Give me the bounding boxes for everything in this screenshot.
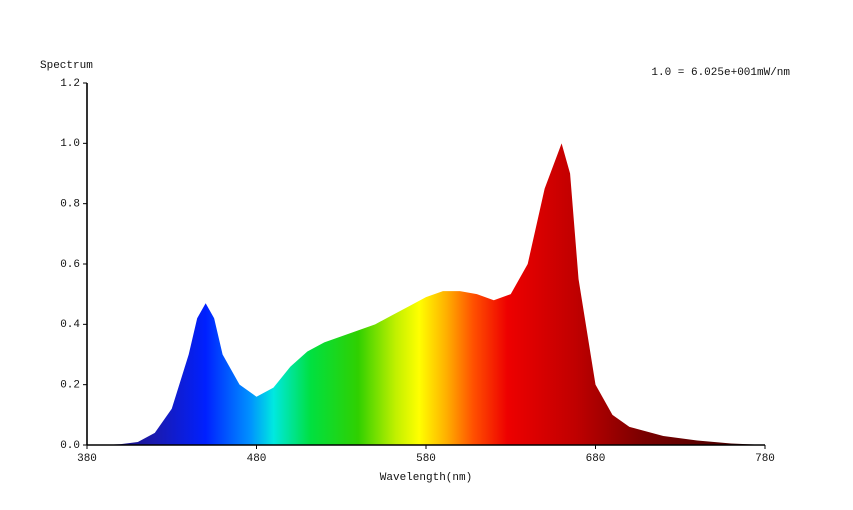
- y-tick-label: 1.0: [60, 138, 80, 150]
- y-axis-label: Spectrum: [40, 60, 93, 72]
- y-tick-label: 0.2: [60, 380, 80, 392]
- y-tick-label: 1.2: [60, 78, 80, 90]
- annotation: 1.0 = 6.025e+001mW/nm: [651, 67, 790, 79]
- x-axis-label: Wavelength(nm): [380, 472, 472, 484]
- y-tick-label: 0.6: [60, 259, 80, 271]
- x-tick-label: 780: [755, 453, 775, 465]
- x-tick-label: 580: [416, 453, 436, 465]
- y-tick-label: 0.0: [60, 440, 80, 452]
- x-tick-label: 380: [77, 453, 97, 465]
- x-tick-label: 680: [586, 453, 606, 465]
- y-tick-label: 0.8: [60, 199, 80, 211]
- spectrum-area: [87, 143, 765, 446]
- x-tick-label: 480: [247, 453, 267, 465]
- y-tick-label: 0.4: [60, 319, 80, 331]
